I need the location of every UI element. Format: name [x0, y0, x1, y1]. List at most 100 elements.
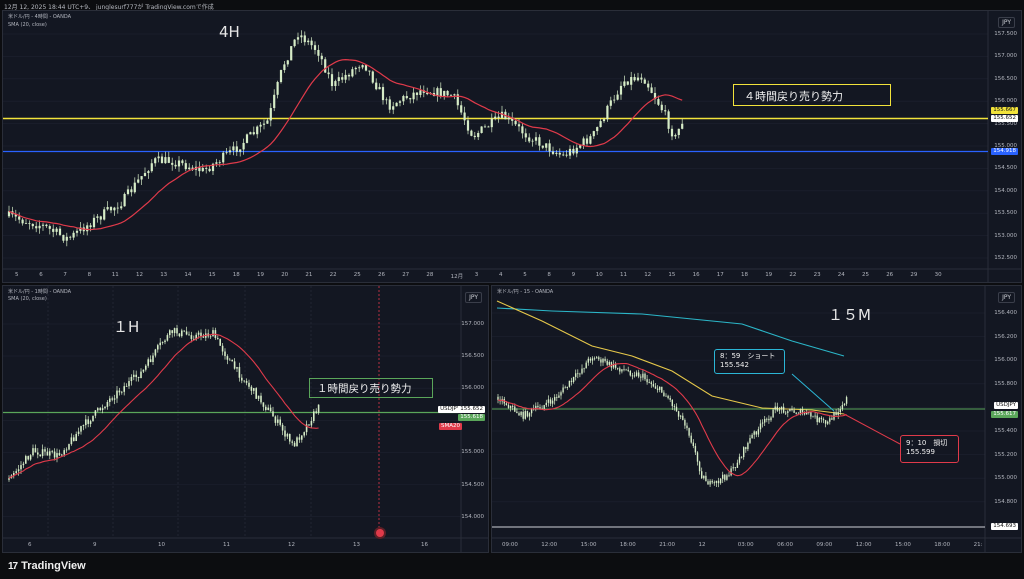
time-tick-label: 7 — [63, 272, 67, 278]
candle — [101, 408, 104, 411]
candle — [279, 419, 281, 425]
price-tick-label: 154.800 — [994, 498, 1017, 505]
chart-1h-canvas[interactable] — [3, 286, 488, 552]
candle — [137, 377, 140, 379]
candle — [238, 367, 241, 378]
tradingview-logo[interactable]: 17 TradingView — [8, 560, 86, 572]
candle — [745, 447, 747, 450]
symbol-tag: USDJPY — [438, 406, 462, 413]
candle — [643, 79, 646, 84]
candle — [598, 357, 600, 360]
candle — [188, 334, 190, 336]
candle — [799, 409, 802, 415]
candle — [344, 74, 347, 80]
time-tick-label: 11 — [111, 272, 119, 278]
current-price-tag: 155.617 — [991, 411, 1018, 418]
chart-15m-canvas[interactable] — [492, 286, 1021, 552]
candle — [218, 162, 221, 164]
candle — [18, 216, 21, 220]
time-tick-label: 21: — [973, 542, 983, 548]
candle — [160, 156, 164, 164]
candle — [477, 132, 480, 138]
candle — [248, 382, 250, 387]
candle — [201, 167, 204, 172]
candle — [308, 424, 310, 426]
candle — [159, 342, 161, 346]
candle — [657, 99, 660, 105]
candle — [99, 216, 102, 220]
chart-panel-1h[interactable]: 米ドル/円 - 1時間 - OANDA SMA (20, close) １H １… — [2, 285, 489, 553]
price-tick-label: 153.500 — [994, 210, 1017, 217]
time-tick-label: 18 — [741, 272, 748, 278]
currency-label[interactable]: JPY — [998, 292, 1015, 303]
indicator-label[interactable]: SMA (20, close) — [8, 296, 47, 302]
candle — [535, 405, 537, 410]
candle — [494, 116, 497, 119]
replay-marker-icon[interactable] — [376, 529, 384, 537]
candle — [602, 119, 606, 122]
indicator-label[interactable]: SMA (20, close) — [8, 22, 47, 28]
candle — [121, 391, 123, 393]
currency-label[interactable]: JPY — [465, 292, 482, 303]
candle — [14, 214, 17, 217]
green-price-tag: 155.618 — [458, 414, 485, 421]
candle — [75, 230, 79, 233]
candle — [538, 137, 541, 146]
candle — [166, 335, 169, 341]
candle — [262, 123, 266, 125]
stoploss-note[interactable]: 9：10 損切 155.599 — [900, 435, 959, 463]
price-tick-label: 155.500 — [994, 120, 1017, 127]
short-note[interactable]: 8：59 ショート 155.542 — [714, 349, 785, 374]
annotation-4h[interactable]: ４時間戻り売り勢力 — [733, 84, 891, 106]
candle — [277, 419, 279, 423]
candle — [757, 429, 760, 435]
candle — [313, 45, 317, 50]
price-tick-label: 154.000 — [994, 187, 1017, 194]
candle — [803, 412, 806, 415]
candle — [62, 234, 65, 241]
candle — [638, 372, 640, 377]
candle — [13, 472, 15, 476]
time-tick-label: 17 — [716, 272, 724, 278]
candle — [245, 380, 248, 383]
candle — [629, 370, 631, 376]
chart-panel-15m[interactable]: 米ドル/円 - 15 - OANDA １５M JPY 8：59 ショート 155… — [491, 285, 1022, 553]
annotation-1h[interactable]: １時間戻り売り勢力 — [309, 378, 433, 398]
candle — [772, 409, 774, 418]
candle — [466, 120, 470, 131]
candle — [209, 336, 212, 338]
candle — [173, 328, 176, 334]
candle — [195, 334, 197, 340]
candle — [460, 105, 463, 113]
chart-panel-4h[interactable]: 米ドル/円 - 4時間 - OANDA SMA (20, close) 4H ４… — [2, 10, 1022, 283]
candle — [831, 418, 833, 420]
candle — [751, 434, 753, 439]
candle — [77, 431, 80, 434]
candle — [551, 400, 554, 404]
candle — [650, 87, 653, 93]
candle — [185, 331, 188, 335]
mid-ma-line — [496, 300, 845, 415]
candle — [688, 428, 690, 436]
candle — [205, 167, 208, 169]
candle — [521, 126, 524, 134]
candle — [671, 399, 673, 407]
time-tick-label: 10 — [595, 272, 603, 278]
candle — [667, 395, 669, 399]
candle — [29, 455, 32, 460]
candle — [719, 478, 722, 484]
price-tick-label: 157.000 — [994, 53, 1017, 60]
candle — [673, 406, 676, 407]
currency-label[interactable]: JPY — [998, 17, 1015, 28]
time-tick-label: 25 — [862, 272, 869, 278]
candle — [422, 90, 425, 93]
candle — [730, 468, 732, 476]
chart-4h-canvas[interactable] — [3, 11, 1021, 282]
candle — [69, 236, 72, 238]
candle — [613, 99, 616, 101]
candle — [776, 406, 778, 411]
candle — [619, 368, 621, 372]
candle — [149, 359, 152, 363]
time-tick-label: 3 — [474, 272, 479, 278]
candle — [147, 171, 150, 174]
